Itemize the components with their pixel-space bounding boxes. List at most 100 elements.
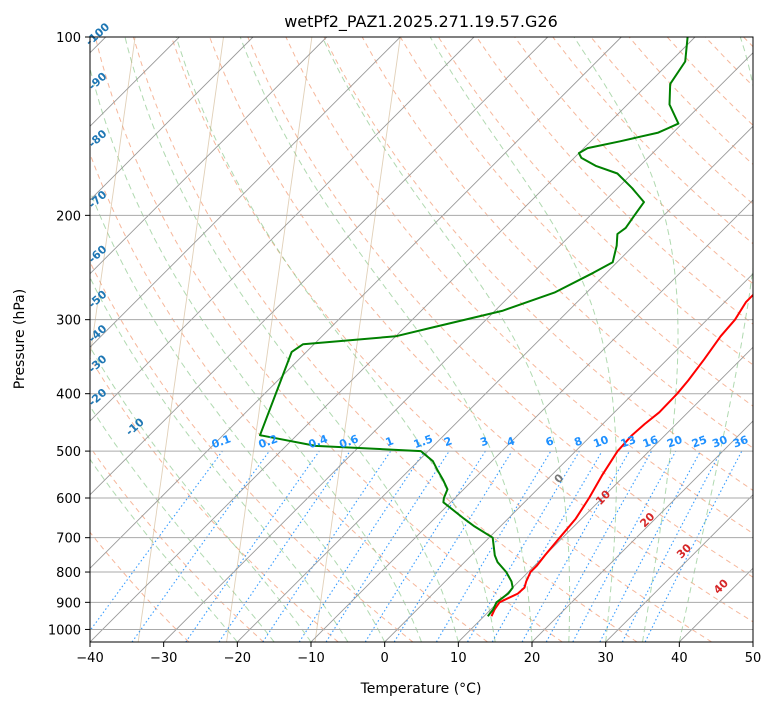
isotherm-line — [90, 37, 549, 496]
mixing-ratio-label: 20 — [665, 433, 684, 451]
potential-temperature-curve — [226, 37, 313, 642]
moist-adiabat-line — [678, 37, 753, 642]
mixing-ratio-line — [364, 450, 486, 642]
dry-adiabat-line — [90, 446, 264, 642]
dry-adiabat-line — [552, 37, 753, 245]
mixing-ratio-label: 36 — [731, 433, 750, 451]
dry-adiabat-line — [399, 37, 753, 407]
moist-adiabat-label: 30 — [674, 541, 694, 561]
y-tick-label: 400 — [56, 388, 81, 403]
dry-adiabat-label: -30 — [86, 352, 110, 375]
dry-adiabat-line — [90, 531, 190, 642]
isotherm-line — [90, 37, 254, 201]
mixing-ratio-line — [545, 450, 653, 642]
potential-temperature-curve — [137, 37, 224, 642]
y-axis-label: Pressure (hPa) — [12, 289, 28, 389]
dry-adiabat-label: -10 — [123, 415, 147, 438]
moist-adiabat-label: 20 — [637, 510, 657, 530]
temperature-profile-line — [490, 293, 753, 617]
isotherm-line — [310, 199, 753, 642]
isotherm-line — [752, 641, 753, 642]
moist-adiabat-line — [90, 346, 312, 642]
mixing-ratio-line — [218, 450, 351, 642]
isotherm-line — [678, 567, 753, 642]
mixing-ratio-label: 3 — [478, 434, 490, 449]
isotherm-line — [90, 37, 622, 569]
mixing-ratio-line — [298, 450, 425, 642]
moist-adiabat-line — [90, 458, 238, 642]
y-tick-label: 1000 — [48, 623, 81, 638]
x-tick-label: −10 — [297, 651, 324, 666]
y-tick-label: 600 — [56, 492, 81, 507]
dry-adiabat-label: -50 — [86, 288, 110, 311]
mixing-ratio-label: 4 — [505, 434, 517, 449]
isotherm-line — [384, 273, 753, 642]
dry-adiabat-line — [704, 37, 753, 87]
dry-adiabat-line — [171, 37, 712, 642]
dry-adiabat-label: -100 — [83, 20, 112, 48]
mixing-ratio-line — [90, 450, 223, 632]
x-tick-label: 40 — [671, 651, 688, 666]
moist-adiabat-line — [90, 276, 349, 642]
y-tick-label: 700 — [56, 532, 81, 547]
moist-adiabat-line — [321, 37, 571, 642]
isotherm-line — [605, 494, 753, 642]
x-axis: −40 −30 −20 −10 0 10 20 30 40 50 — [76, 642, 761, 666]
dry-adiabat-line — [247, 37, 753, 578]
mixing-ratio-label: 1.5 — [412, 432, 435, 451]
moist-adiabat-line — [573, 37, 679, 642]
y-axis: 100 200 300 400 500 600 700 800 900 1000 — [48, 31, 90, 638]
dewpoint-profile-line — [259, 37, 689, 617]
x-tick-label: −30 — [150, 651, 177, 666]
x-axis-label: Temperature (°C) — [360, 681, 482, 697]
isotherm-line — [90, 37, 696, 642]
mixing-ratio-label: 30 — [710, 433, 729, 451]
x-tick-label: 30 — [597, 651, 614, 666]
y-tick-label: 800 — [56, 566, 81, 581]
mixing-ratio-label: 0.4 — [307, 432, 330, 451]
grid-lines — [90, 37, 753, 642]
dry-adiabat-label: -70 — [86, 188, 110, 211]
dry-adiabat-label: -40 — [86, 322, 110, 345]
potential-temperature-curve — [90, 37, 136, 361]
mixing-ratio-label: 2 — [442, 434, 454, 449]
dry-adiabat-line — [90, 356, 339, 642]
mixing-ratio-label: 1 — [384, 434, 396, 449]
x-tick-label: −20 — [224, 651, 251, 666]
mixing-ratio-line — [572, 450, 677, 642]
mixing-ratio-label: 13 — [619, 433, 638, 450]
x-tick-label: 50 — [745, 651, 762, 666]
mixing-ratio-label: 25 — [690, 433, 709, 450]
potential-temperature-curve — [314, 37, 401, 642]
y-tick-label: 100 — [56, 31, 81, 46]
mixing-ratio-label: 0.2 — [257, 432, 280, 451]
y-tick-label: 200 — [56, 209, 81, 224]
moist-adiabat-line — [175, 37, 496, 642]
moist-adiabat-line — [239, 37, 533, 642]
isotherm-line — [531, 420, 753, 642]
x-tick-label: 10 — [450, 651, 467, 666]
isotherm-line — [236, 125, 753, 642]
mixing-ratio-label: 16 — [641, 433, 660, 451]
dry-adiabat-line — [361, 37, 753, 449]
mixing-ratio-line — [131, 450, 270, 642]
plot-frame — [89, 36, 754, 643]
mixing-ratio-label: 0.6 — [338, 432, 361, 451]
x-tick-label: 20 — [524, 651, 541, 666]
moist-adiabat-label: 0 — [552, 471, 567, 486]
mixing-ratio-label: 8 — [572, 434, 584, 449]
mixing-ratio-label: 10 — [592, 433, 611, 451]
mixing-ratio-line — [393, 450, 513, 642]
mixing-ratio-line — [325, 450, 450, 642]
mixing-ratio-line — [185, 450, 320, 642]
profile-lines — [259, 37, 753, 617]
x-tick-label: −40 — [76, 651, 103, 666]
isotherm-line — [457, 346, 753, 642]
mixing-ratio-label: 6 — [544, 434, 556, 449]
isotherm-line — [90, 37, 328, 275]
mixing-ratio-line — [644, 450, 743, 642]
moist-adiabat-line — [90, 66, 422, 642]
isotherm-line — [90, 37, 401, 348]
dry-adiabat-line — [90, 152, 488, 642]
